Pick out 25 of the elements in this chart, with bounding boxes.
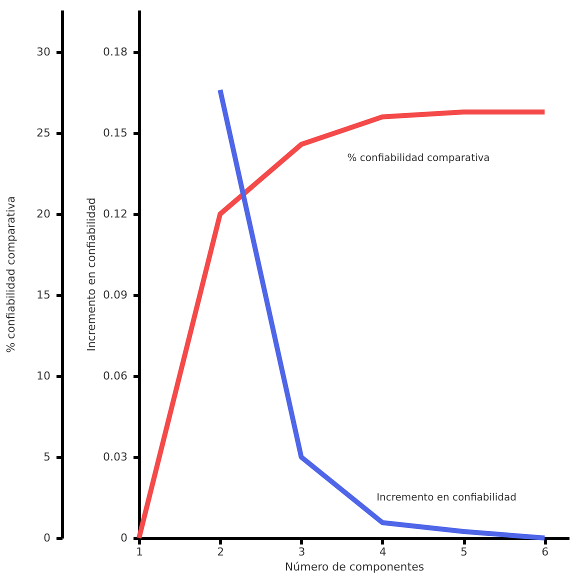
text: % confiabilidad comparativa [347,153,490,164]
y2-tick-label: 0.15 [103,126,128,140]
x-tick-label: 6 [542,546,549,558]
y2-tick-label: 0.12 [103,208,128,221]
y-tick-label: 25 [36,126,50,140]
series-label: Incremento en confiabilidad [376,492,516,504]
y2-axis-title: Incremento en confiabilidad [85,198,98,352]
y-tick-label: 10 [36,370,50,383]
y-tick-label: 5 [44,450,50,464]
x-axis-title: Número de componentes [284,560,424,574]
y-tick-label: 0 [44,532,50,544]
y-tick-label: 30 [36,46,50,59]
x-tick-label: 3 [298,546,306,558]
y2-tick-label: 0.06 [103,370,128,383]
y-tick-label: 15 [36,288,50,302]
y2-tick-label: 0.03 [103,450,128,464]
y2-tick-label: 0 [120,532,128,544]
x-tick-label: 2 [217,546,224,558]
x-tick-label: 1 [136,546,143,558]
y-axis-title: % confiabilidad comparativa [4,196,18,353]
x-tick-label: 4 [379,546,386,558]
y2-tick-label: 0.09 [103,288,128,302]
x-tick-label: 5 [460,546,468,558]
y2-tick-label: 0.18 [103,46,128,59]
y-tick-label: 20 [36,208,50,221]
